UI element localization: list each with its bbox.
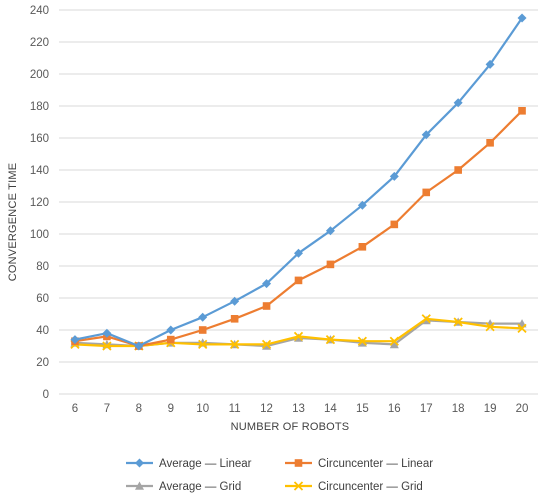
data-point: [421, 314, 431, 324]
data-point: [517, 323, 527, 334]
data-point: [230, 296, 240, 306]
legend-marker: [135, 458, 144, 468]
y-tick-label: 120: [30, 197, 49, 209]
legend-label: Average — Grid: [159, 481, 241, 493]
data-point: [517, 13, 527, 23]
legend-item: Circuncenter — Linear: [285, 458, 433, 470]
x-tick-label: 10: [196, 403, 209, 415]
data-point: [325, 226, 335, 236]
data-point: [422, 188, 431, 197]
data-point: [453, 98, 463, 108]
y-axis-title: CONVERGENCE TIME: [7, 163, 19, 282]
data-point: [198, 326, 207, 334]
x-tick-label: 13: [292, 403, 305, 415]
x-tick-label: 11: [229, 403, 241, 415]
y-tick-label: 20: [36, 357, 49, 369]
series-2: [71, 107, 526, 350]
data-point: [166, 325, 176, 335]
data-point: [485, 322, 495, 332]
x-axis-title: NUMBER OF ROBOTS: [231, 421, 350, 433]
data-point: [357, 200, 367, 210]
y-tick-label: 220: [30, 37, 49, 49]
legend-item: Circuncenter — Grid: [285, 481, 423, 493]
y-tick-label: 140: [30, 165, 49, 177]
y-axis-ticks: 0 20 40 60 80 100 120 140 160 180 200 220 240: [30, 5, 49, 401]
data-point: [485, 59, 495, 69]
data-point: [229, 339, 240, 350]
data-point: [389, 336, 399, 346]
series-layer: [70, 13, 527, 351]
y-tick-label: 0: [43, 389, 49, 401]
legend-marker: [135, 481, 144, 490]
legend-label: Circuncenter — Grid: [318, 481, 423, 493]
legend: Average — Linear Circuncenter — Linear Ave…: [126, 458, 433, 493]
x-tick-label: 6: [72, 403, 78, 415]
data-point: [166, 335, 175, 344]
data-point: [102, 328, 112, 338]
legend-marker: [293, 481, 304, 491]
y-tick-label: 40: [36, 325, 49, 337]
x-tick-label: 7: [104, 403, 110, 415]
data-point: [294, 276, 303, 285]
data-point: [262, 279, 272, 289]
data-point: [294, 248, 303, 258]
x-tick-label: 14: [324, 403, 337, 415]
y-tick-label: 180: [30, 101, 49, 113]
data-point: [325, 334, 336, 345]
y-tick-label: 240: [30, 5, 49, 17]
data-point: [326, 260, 335, 269]
x-tick-label: 9: [168, 403, 174, 415]
series-1: [70, 13, 527, 351]
data-point: [70, 335, 80, 345]
data-point: [102, 341, 112, 351]
data-point: [453, 317, 463, 327]
legend-item: Average — Linear: [126, 458, 252, 470]
data-point: [389, 339, 399, 349]
data-point: [358, 243, 367, 251]
data-point: [198, 339, 208, 350]
x-tick-label: 20: [516, 403, 529, 415]
data-point: [293, 331, 304, 342]
x-tick-label: 12: [260, 403, 273, 415]
legend-label: Average — Linear: [159, 458, 252, 470]
data-point: [518, 107, 526, 115]
x-tick-label: 17: [420, 403, 433, 415]
data-point: [421, 130, 431, 140]
x-tick-label: 18: [452, 403, 465, 415]
legend-item: Average — Grid: [126, 481, 241, 493]
y-tick-label: 80: [36, 261, 49, 273]
data-point: [486, 139, 494, 147]
legend-label: Circuncenter — Linear: [318, 458, 433, 470]
x-tick-label: 15: [356, 403, 369, 415]
series-line: [74, 110, 523, 348]
data-point: [389, 171, 399, 181]
x-axis-ticks: 6 7 8 9 10 11 12 13 14 15 16 17 18 19 20: [72, 403, 529, 415]
y-tick-label: 100: [30, 229, 49, 241]
data-point: [261, 339, 272, 350]
series-line: [74, 17, 523, 348]
y-tick-label: 60: [36, 293, 49, 305]
y-tick-label: 160: [30, 133, 49, 145]
data-point: [357, 336, 368, 346]
legend-marker: [294, 459, 303, 467]
data-point: [454, 166, 462, 174]
x-tick-label: 8: [136, 403, 142, 415]
data-point: [198, 312, 208, 322]
data-point: [134, 341, 144, 351]
data-point: [390, 220, 399, 229]
data-point: [262, 302, 271, 310]
data-point: [230, 315, 239, 323]
x-tick-label: 16: [388, 403, 401, 415]
y-tick-label: 200: [30, 69, 49, 81]
x-tick-label: 19: [484, 403, 497, 415]
